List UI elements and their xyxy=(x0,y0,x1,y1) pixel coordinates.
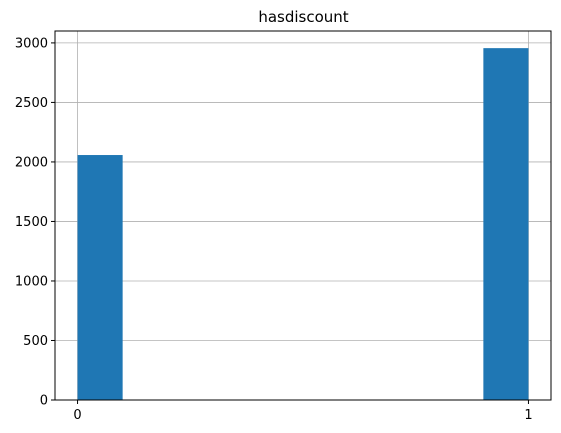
y-tick-label-1: 500 xyxy=(23,334,48,349)
y-tick-label-5: 2500 xyxy=(15,96,48,111)
histogram-bars xyxy=(77,48,529,400)
histogram-bar-0 xyxy=(77,155,123,400)
x-tick-label-1: 1 xyxy=(524,408,532,423)
x-tick-label-0: 0 xyxy=(73,408,81,423)
chart-title: hasdiscount xyxy=(258,8,348,26)
y-tick-label-2: 1000 xyxy=(15,274,48,289)
histogram-bar-1 xyxy=(483,48,529,400)
y-tick-label-4: 2000 xyxy=(15,155,48,170)
grid-lines xyxy=(55,31,551,401)
y-tick-label-6: 3000 xyxy=(15,36,48,51)
y-tick-label-3: 1500 xyxy=(15,215,48,230)
axis-ticks: 0 500 1000 1500 2000 2500 3000 0 1 xyxy=(15,36,533,423)
y-tick-label-0: 0 xyxy=(40,394,48,409)
plot-frame xyxy=(54,30,552,401)
